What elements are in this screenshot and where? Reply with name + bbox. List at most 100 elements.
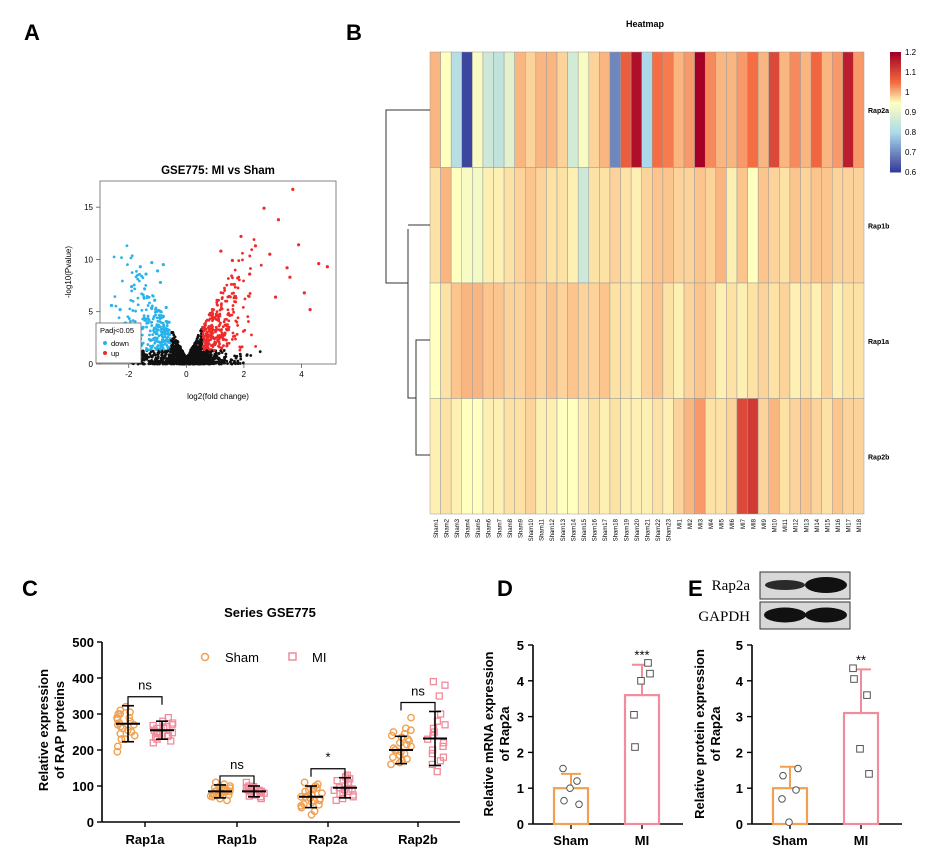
volcano-bg-point xyxy=(205,331,209,335)
series-point-mi xyxy=(429,724,438,733)
volcano-bg-point xyxy=(207,318,211,322)
heatmap-cell xyxy=(853,167,865,284)
heatmap-cell xyxy=(821,51,833,168)
colorbar-segment xyxy=(890,90,901,93)
series-point-sham xyxy=(307,798,316,807)
protein-plot-point xyxy=(850,675,858,683)
volcano-bg-point xyxy=(240,345,244,349)
volcano-bg-point xyxy=(196,341,200,345)
heatmap-col-label: MI9 xyxy=(762,518,768,529)
heatmap-col-label: Sham15 xyxy=(582,518,588,541)
heatmap-cell xyxy=(514,282,526,399)
colorbar-segment xyxy=(890,116,901,119)
series-ytick-label: 500 xyxy=(72,635,94,650)
volcano-bg-point xyxy=(220,297,224,301)
heatmap-col-label: Sham2 xyxy=(444,518,450,538)
protein-plot-point xyxy=(785,818,793,827)
series-ytick-label: 400 xyxy=(72,671,94,686)
volcano-point-up xyxy=(219,249,223,253)
volcano-bg-point xyxy=(249,354,253,357)
volcano-bg-point xyxy=(150,324,154,327)
series-point-mi xyxy=(333,776,341,785)
heatmap-cell xyxy=(673,398,685,515)
colorbar-segment xyxy=(890,62,901,65)
volcano-bg-point xyxy=(210,327,214,331)
series-point-sham xyxy=(297,801,306,810)
series-point-sham xyxy=(306,794,315,803)
heatmap-cell xyxy=(704,282,717,399)
colorbar-segment xyxy=(890,110,901,113)
volcano-bg-point xyxy=(173,358,177,362)
volcano-bg-point xyxy=(158,320,162,323)
volcano-bg-point xyxy=(148,359,152,363)
volcano-bg-point xyxy=(161,346,165,350)
heatmap-cell xyxy=(535,282,547,399)
volcano-bg-point xyxy=(225,338,228,342)
volcano-bg-point xyxy=(151,354,155,357)
heatmap-cell xyxy=(768,282,780,399)
volcano-point-down xyxy=(161,263,165,267)
volcano-bg-point xyxy=(196,335,200,339)
volcano-bg-point xyxy=(230,337,234,341)
volcano-bg-point xyxy=(164,349,167,353)
volcano-point-down xyxy=(155,269,160,273)
colorbar-segment xyxy=(890,58,901,61)
volcano-bg-point xyxy=(237,259,241,263)
volcano-bg-point xyxy=(166,338,170,342)
volcano-bg-point xyxy=(169,361,173,365)
mrna-plot-point xyxy=(644,659,652,667)
heatmap-cell xyxy=(620,51,632,168)
heatmap-cell xyxy=(440,167,452,284)
volcano-bg-point xyxy=(201,333,205,337)
volcano-bg-point xyxy=(149,306,153,310)
volcano-bg-point xyxy=(203,353,207,357)
series-point-sham xyxy=(388,753,397,762)
heatmap-cell xyxy=(577,167,590,284)
colorbar-segment xyxy=(890,54,901,57)
protein-plot-xtick-label-mi: MI xyxy=(854,833,868,848)
volcano-bg-point xyxy=(170,331,174,334)
volcano-point-up xyxy=(268,252,272,256)
heatmap-col-label: MI10 xyxy=(773,518,779,532)
volcano-point-down xyxy=(164,305,168,310)
volcano-bg-point xyxy=(163,332,167,336)
volcano-bg-point xyxy=(141,350,145,353)
volcano-bg-point xyxy=(230,292,234,295)
volcano-bg-point xyxy=(214,330,217,334)
heatmap-cell xyxy=(630,51,642,168)
volcano-bg-point xyxy=(165,336,169,340)
volcano-bg-point xyxy=(236,286,240,290)
heatmap-cell xyxy=(609,167,621,284)
colorbar-segment xyxy=(890,124,901,127)
heatmap-cell xyxy=(694,398,706,515)
series-point-sham xyxy=(300,778,309,787)
colorbar-tick-label: 0.7 xyxy=(905,148,917,157)
heatmap-cell xyxy=(736,167,748,284)
colorbar-segment xyxy=(890,74,901,77)
volcano-bg-point xyxy=(142,314,146,318)
volcano-xtick-label: 2 xyxy=(242,370,247,379)
heatmap-cell xyxy=(546,282,558,399)
volcano-bg-point xyxy=(151,333,155,337)
volcano-bg-point xyxy=(162,314,165,318)
volcano-bg-point xyxy=(233,334,237,338)
heatmap-cell xyxy=(525,167,537,284)
series-point-sham xyxy=(403,755,411,763)
heatmap-cell xyxy=(789,51,801,168)
heatmap-cell xyxy=(641,398,653,515)
volcano-bg-point xyxy=(160,359,164,362)
heatmap-cell xyxy=(673,51,685,168)
heatmap-cell xyxy=(599,282,611,399)
volcano-bg-point xyxy=(197,356,201,359)
series-point-mi xyxy=(441,681,449,689)
mrna-plot-xtick-label-sham: Sham xyxy=(553,833,588,848)
volcano-bg-point xyxy=(226,362,229,365)
volcano-bg-point xyxy=(200,355,204,359)
volcano-bg-point xyxy=(150,320,154,324)
volcano-bg-point xyxy=(248,254,252,258)
volcano-bg-point xyxy=(210,316,214,320)
heatmap-cell xyxy=(514,51,526,168)
volcano-bg-point xyxy=(155,316,159,320)
mrna-plot-bar-mi xyxy=(623,694,661,826)
volcano-bg-point xyxy=(233,285,237,289)
